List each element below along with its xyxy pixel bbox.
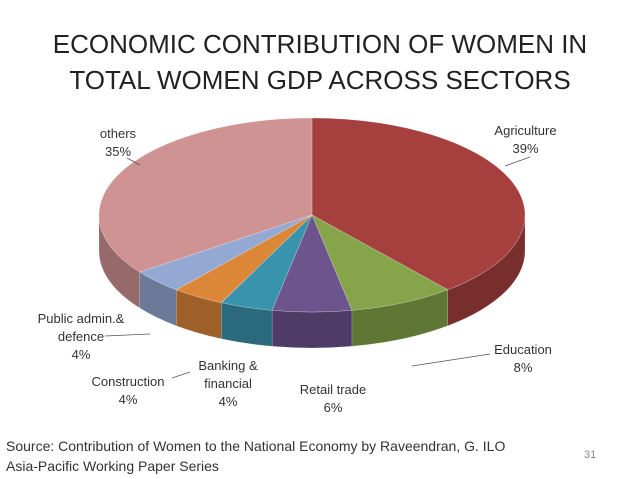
data-label: others 35% <box>73 125 163 161</box>
slice <box>220 214 313 311</box>
slice <box>311 117 526 291</box>
data-label: Construction 4% <box>82 373 174 409</box>
page-number: 31 <box>584 449 597 461</box>
chart-title: ECONOMIC CONTRIBUTION OF WOMEN IN TOTAL … <box>52 29 588 95</box>
category-name: others <box>99 126 137 141</box>
slice <box>311 214 449 311</box>
value-label: 6% <box>323 400 343 415</box>
category-name: Construction <box>91 374 165 389</box>
category-name: Public admin.& defence <box>37 311 125 344</box>
data-label: Public admin.& defence 4% <box>22 310 140 364</box>
leader-line <box>126 157 141 166</box>
slice-side <box>271 310 353 349</box>
leader-line <box>104 333 151 337</box>
category-name: Agriculture <box>494 123 557 138</box>
value-label: 39% <box>512 141 539 156</box>
data-label: Agriculture 39% <box>478 122 573 158</box>
value-label: 4% <box>71 347 91 362</box>
category-name: Banking & financial <box>198 358 258 391</box>
category-name: Retail trade <box>299 382 367 397</box>
source-note: Source: Contribution of Women to the Nat… <box>6 438 506 474</box>
category-name: Education <box>494 342 552 357</box>
value-label: 4% <box>218 394 238 409</box>
leader-line <box>504 156 531 167</box>
data-label: Retail trade 6% <box>288 381 378 417</box>
slice <box>98 117 313 273</box>
value-label: 4% <box>118 392 138 407</box>
value-label: 8% <box>513 360 533 375</box>
data-label: Banking & financial 4% <box>185 357 271 411</box>
data-label: Education 8% <box>478 341 568 377</box>
slice <box>138 214 313 291</box>
value-label: 35% <box>104 144 132 159</box>
slice <box>175 214 313 304</box>
slice <box>271 214 353 313</box>
leader-line <box>411 353 491 367</box>
leader-line <box>171 371 191 379</box>
slice-side <box>351 289 449 347</box>
